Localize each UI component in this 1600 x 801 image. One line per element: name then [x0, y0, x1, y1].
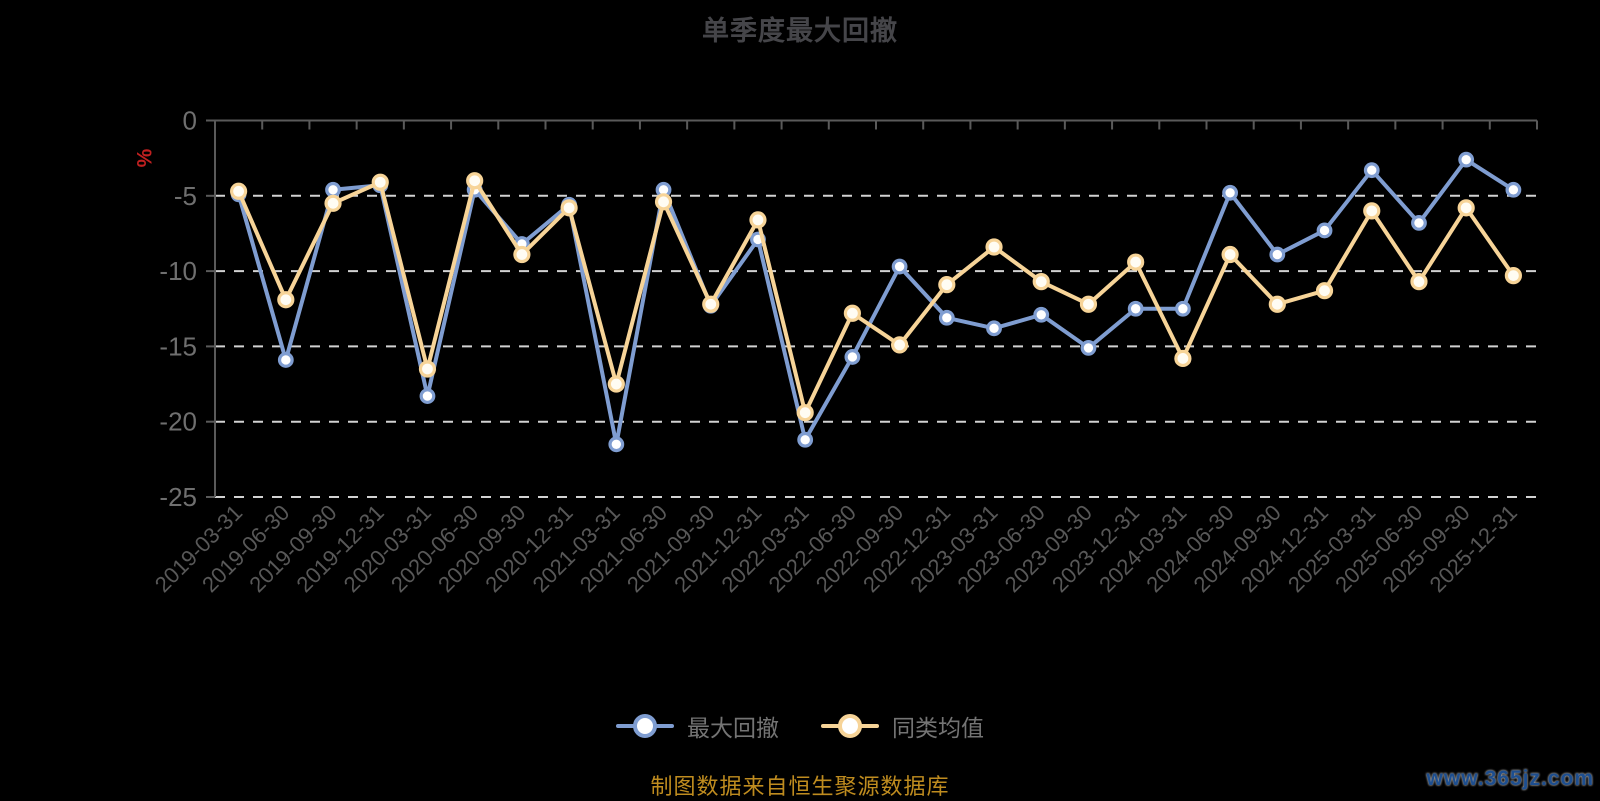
data-point-peer-average-2019-03-31[interactable] — [230, 182, 248, 200]
data-point-peer-average-2024-09-30[interactable] — [1268, 295, 1286, 313]
data-point-max-drawdown-2024-09-30[interactable] — [1269, 246, 1286, 263]
data-point-peer-average-2020-09-30[interactable] — [513, 245, 531, 264]
data-point-peer-average-2019-12-31[interactable] — [371, 173, 389, 191]
data-point-max-drawdown-2023-09-30[interactable] — [1080, 340, 1097, 356]
data-source-note: 制图数据来自恒生聚源数据库 — [650, 774, 950, 799]
data-point-peer-average-2023-03-31[interactable] — [985, 238, 1003, 256]
legend-item-peer-average[interactable]: 同类均值 — [821, 709, 984, 743]
legend-marker-peer-average-icon — [821, 712, 879, 740]
data-point-peer-average-2024-12-31[interactable] — [1315, 282, 1334, 300]
data-point-peer-average-2021-09-30[interactable] — [702, 295, 720, 313]
y-axis-label: -5 — [174, 181, 197, 211]
legend-marker-max-drawdown-icon — [616, 712, 674, 740]
data-point-peer-average-2020-12-31[interactable] — [560, 199, 578, 217]
data-point-peer-average-2024-03-31[interactable] — [1174, 349, 1192, 368]
data-point-peer-average-2022-06-30[interactable] — [843, 304, 861, 322]
data-point-max-drawdown-2022-12-31[interactable] — [938, 309, 955, 326]
series-line-peer-average — [236, 178, 1516, 415]
data-point-max-drawdown-2023-03-31[interactable] — [986, 320, 1002, 337]
chart-title: 单季度最大回撤 — [702, 16, 898, 46]
data-point-peer-average-2025-09-30[interactable] — [1457, 199, 1475, 217]
data-point-peer-average-2025-12-31[interactable] — [1504, 267, 1522, 285]
legend-circle-icon — [633, 714, 657, 738]
data-point-max-drawdown-2024-12-31[interactable] — [1316, 222, 1333, 239]
data-point-max-drawdown-2024-03-31[interactable] — [1174, 300, 1191, 317]
data-point-peer-average-2019-06-30[interactable] — [277, 291, 295, 309]
data-point-peer-average-2019-09-30[interactable] — [324, 194, 342, 212]
data-point-peer-average-2022-03-31[interactable] — [796, 404, 814, 422]
data-point-peer-average-2022-12-31[interactable] — [938, 276, 956, 294]
y-axis-label: -15 — [159, 331, 197, 361]
data-point-peer-average-2025-03-31[interactable] — [1363, 202, 1381, 220]
data-point-peer-average-2020-06-30[interactable] — [466, 172, 484, 190]
data-point-max-drawdown-2022-06-30[interactable] — [844, 349, 861, 365]
data-point-peer-average-2021-06-30[interactable] — [654, 193, 673, 211]
legend-label-peer-average: 同类均值 — [892, 715, 984, 741]
data-point-peer-average-2022-09-30[interactable] — [891, 336, 909, 354]
legend-circle-icon — [838, 714, 862, 738]
data-point-peer-average-2024-06-30[interactable] — [1221, 245, 1239, 264]
data-point-max-drawdown-2025-12-31[interactable] — [1505, 181, 1522, 198]
data-point-max-drawdown-2024-06-30[interactable] — [1222, 184, 1239, 201]
data-point-peer-average-2023-06-30[interactable] — [1032, 273, 1050, 291]
legend: 最大回撤 同类均值 — [0, 709, 1600, 743]
data-point-max-drawdown-2025-03-31[interactable] — [1363, 162, 1380, 179]
data-point-peer-average-2021-12-31[interactable] — [749, 211, 767, 229]
data-point-max-drawdown-2022-09-30[interactable] — [891, 258, 908, 275]
y-axis-label: -10 — [159, 256, 197, 286]
legend-item-max-drawdown[interactable]: 最大回撤 — [616, 709, 779, 743]
data-point-max-drawdown-2021-03-31[interactable] — [608, 436, 625, 453]
data-point-peer-average-2025-06-30[interactable] — [1410, 273, 1428, 291]
data-point-max-drawdown-2023-12-31[interactable] — [1127, 300, 1144, 317]
data-point-peer-average-2020-03-31[interactable] — [418, 360, 437, 378]
y-axis-label: 0 — [183, 106, 197, 136]
watermark-link[interactable]: www.365jz.com — [1426, 767, 1594, 790]
data-point-max-drawdown-2019-06-30[interactable] — [277, 352, 294, 368]
data-point-max-drawdown-2020-03-31[interactable] — [419, 388, 436, 404]
data-point-max-drawdown-2019-09-30[interactable] — [325, 181, 341, 198]
data-point-peer-average-2023-12-31[interactable] — [1127, 253, 1145, 271]
data-point-peer-average-2021-03-31[interactable] — [607, 375, 625, 393]
data-point-max-drawdown-2025-06-30[interactable] — [1411, 215, 1427, 231]
y-axis-label: -25 — [159, 482, 197, 512]
data-point-max-drawdown-2023-06-30[interactable] — [1033, 306, 1050, 323]
data-point-peer-average-2023-09-30[interactable] — [1079, 295, 1098, 313]
chart-canvas: 0-5-10-15-20-252019-03-312019-06-302019-… — [150, 106, 1538, 597]
legend-label-max-drawdown: 最大回撤 — [687, 715, 779, 741]
data-point-max-drawdown-2022-03-31[interactable] — [797, 431, 814, 448]
series-line-max-drawdown — [236, 157, 1516, 447]
y-axis-label: -20 — [159, 407, 197, 437]
data-point-max-drawdown-2025-09-30[interactable] — [1458, 151, 1475, 168]
